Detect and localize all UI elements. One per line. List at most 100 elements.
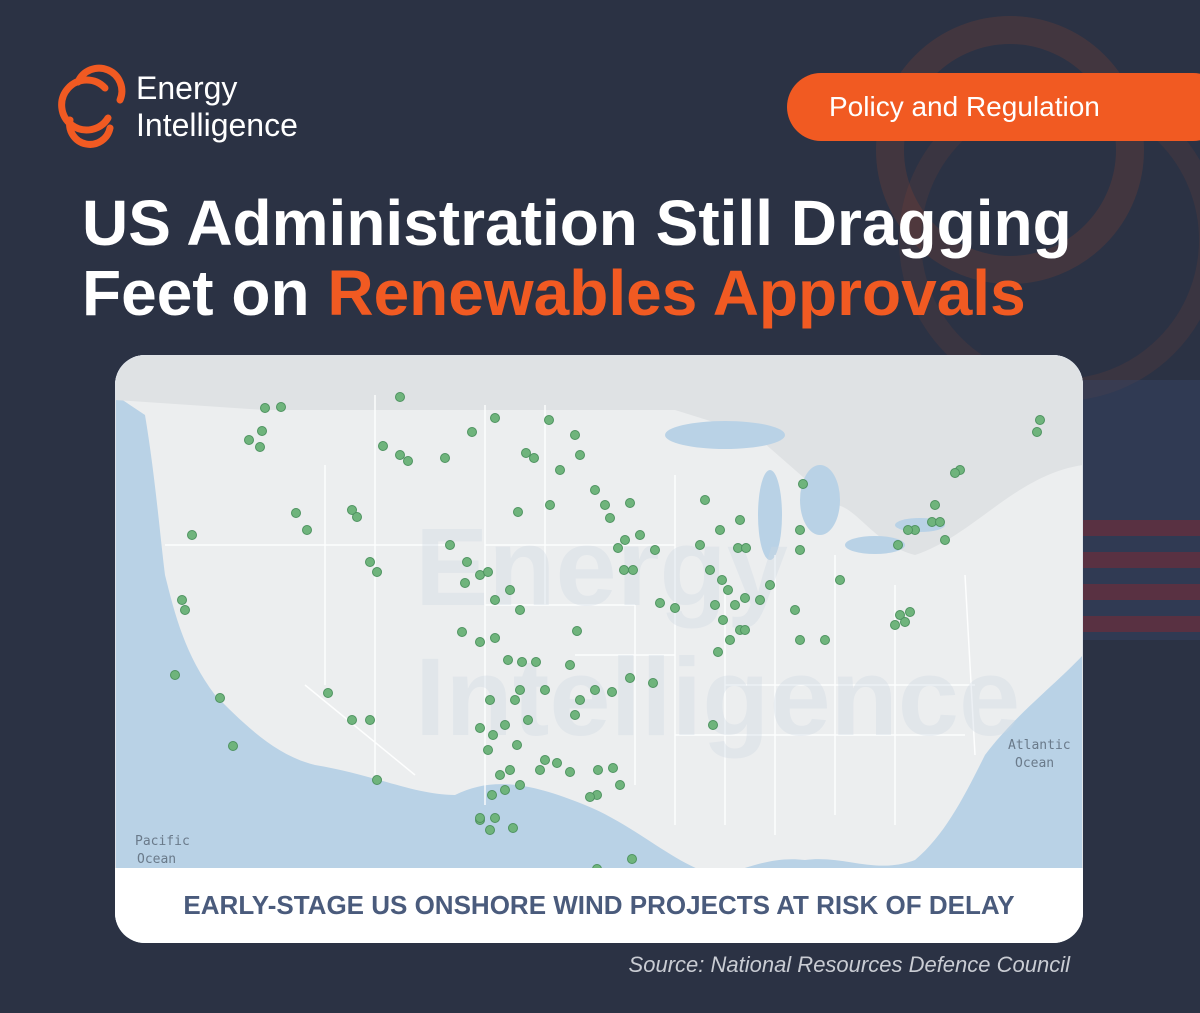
project-dot [483,745,493,755]
project-dot [741,543,751,553]
project-dot [575,450,585,460]
project-dot [730,600,740,610]
project-dot [517,657,527,667]
project-dot [508,823,518,833]
project-dot [462,557,472,567]
project-dot [540,685,550,695]
project-dot [625,498,635,508]
project-dot [930,500,940,510]
project-dot [565,660,575,670]
project-dot [403,456,413,466]
category-tag: Policy and Regulation [787,73,1200,141]
project-dot [440,453,450,463]
project-dot [790,605,800,615]
project-dot [512,740,522,750]
project-dot [475,723,485,733]
project-dot [276,402,286,412]
project-dot [257,426,267,436]
project-dot [460,578,470,588]
project-dot [625,673,635,683]
project-dot [798,479,808,489]
headline-line: US Administration Still Dragging [82,187,1072,259]
project-dot [545,500,555,510]
headline-highlight: Renewables Approvals [327,257,1026,329]
map: Energy Intelligence Pacific Ocean Atlant… [115,355,1083,943]
project-dot [487,790,497,800]
project-dot [490,813,500,823]
project-dot [244,435,254,445]
project-dot [670,603,680,613]
project-dot [613,543,623,553]
project-dot [552,758,562,768]
project-dot [475,813,485,823]
project-dot [187,530,197,540]
project-dot [347,715,357,725]
project-dot [607,687,617,697]
source-note: Source: National Resources Defence Counc… [628,952,1070,977]
project-dot [905,607,915,617]
project-dot [820,635,830,645]
project-dot [718,615,728,625]
project-dot [650,545,660,555]
project-dot [648,678,658,688]
project-dot [485,825,495,835]
project-dot [628,565,638,575]
project-dots [170,392,1045,874]
headline-text: Feet on [82,257,310,329]
project-dot [475,637,485,647]
project-dot [740,625,750,635]
project-dot [705,565,715,575]
project-dot [708,720,718,730]
project-dot [372,567,382,577]
project-dot [605,513,615,523]
project-dot [755,595,765,605]
project-dot [715,525,725,535]
project-dot [585,792,595,802]
project-dot [572,626,582,636]
project-dot [495,770,505,780]
project-dot [795,525,805,535]
project-dot [765,580,775,590]
project-dot [723,585,733,595]
headline: US Administration Still Dragging Feet on… [82,188,1072,328]
canada [115,355,1083,555]
project-dot [620,535,630,545]
project-dot [260,403,270,413]
project-dot [795,545,805,555]
project-dot [1032,427,1042,437]
project-dot [950,468,960,478]
project-dot [635,530,645,540]
project-dot [177,595,187,605]
ocean-label: Pacific [135,834,190,849]
project-dot [500,720,510,730]
project-dot [378,441,388,451]
project-dot [395,450,405,460]
ocean-label: Ocean [137,852,176,867]
project-dot [503,655,513,665]
project-dot [483,567,493,577]
project-dot [700,495,710,505]
project-dot [395,392,405,402]
project-dot [445,540,455,550]
project-dot [575,695,585,705]
project-dot [490,633,500,643]
project-dot [900,617,910,627]
ocean-label: Ocean [1015,756,1054,771]
project-dot [890,620,900,630]
project-dot [485,695,495,705]
project-dot [505,585,515,595]
project-dot [570,710,580,720]
project-dot [365,715,375,725]
project-dot [523,715,533,725]
project-dot [500,785,510,795]
project-dot [457,627,467,637]
project-dot [1035,415,1045,425]
project-dot [555,465,565,475]
logo-line: Intelligence [136,107,298,143]
project-dot [531,657,541,667]
project-dot [735,515,745,525]
project-dot [627,854,637,864]
project-dot [180,605,190,615]
project-dot [490,413,500,423]
